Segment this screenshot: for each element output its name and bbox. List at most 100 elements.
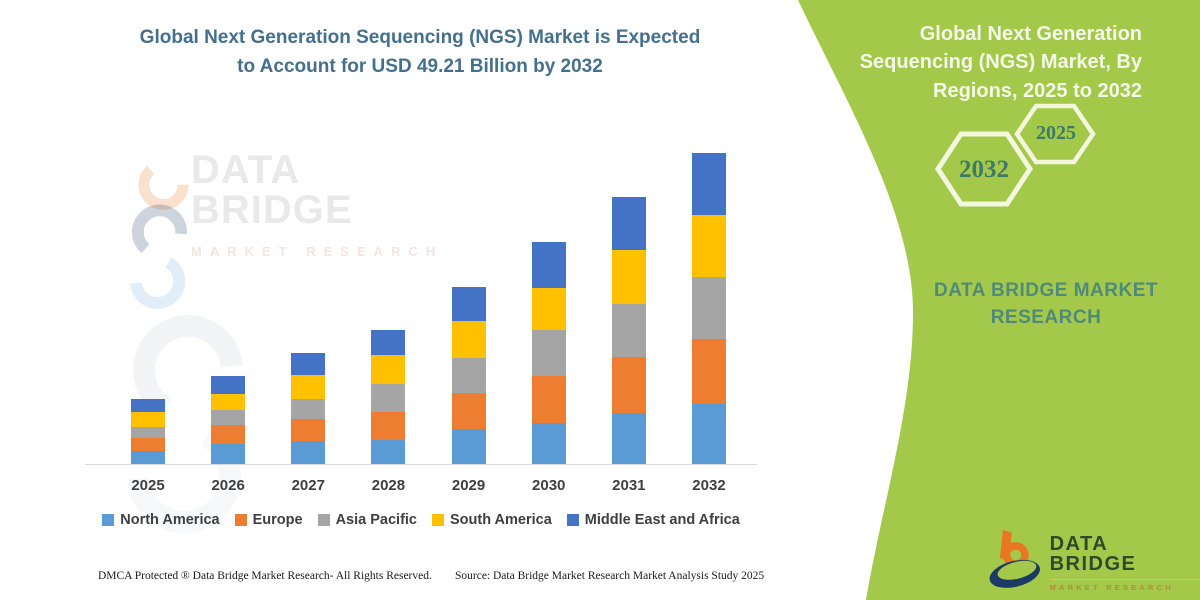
x-axis-line [85, 464, 757, 465]
bar-segment-south-america-2028 [371, 355, 406, 385]
legend-swatch-middle-east-and-africa [566, 514, 579, 526]
bar-segment-north-america-2026 [211, 444, 246, 464]
green-panel-background [798, 0, 1200, 600]
brand-text: DATA BRIDGE MARKET RESEARCH [934, 280, 1158, 328]
footer-dmca-text: DMCA Protected ® Data Bridge Market Rese… [98, 570, 432, 582]
legend-label-asia-pacific: Asia Pacific [335, 512, 417, 528]
bar-segment-south-america-2026 [211, 393, 246, 411]
bar-segment-europe-2026 [211, 425, 246, 445]
chart-title-line1: Global Next Generation Sequencing (NGS) … [139, 27, 701, 48]
logo-subtitle: MARKET RESEARCH [1049, 579, 1200, 592]
bar-2029 [451, 287, 486, 464]
chart-legend: North America Europe Asia Pacific South Ame… [85, 512, 757, 528]
bar-segment-north-america-2032 [691, 404, 726, 464]
bar-segment-north-america-2028 [371, 440, 406, 464]
legend-item-south-america: South America [432, 512, 552, 528]
footer-source-text: Source: Data Bridge Market Research Mark… [455, 570, 765, 582]
x-axis-label-cell-2029: 2029 [452, 477, 486, 495]
x-axis-label-2029: 2029 [451, 477, 486, 494]
x-axis-label-2031: 2031 [612, 477, 646, 494]
bar-2025 [131, 399, 165, 464]
panel-title: Global Next Generation Sequencing (NGS) … [859, 23, 1142, 102]
x-axis-label-cell-2030: 2030 [532, 477, 566, 495]
bar-segment-middle-east-and-africa-2027 [291, 353, 326, 375]
legend-label-middle-east-and-africa: Middle East and Africa [584, 512, 740, 528]
legend-item-asia-pacific: Asia Pacific [317, 512, 417, 528]
x-axis-label-cell-2025: 2025 [131, 477, 165, 495]
bar-segment-north-america-2025 [131, 451, 165, 464]
x-axis-label-2026: 2026 [211, 477, 245, 494]
bar-segment-north-america-2030 [531, 422, 566, 464]
bar-segment-asia-pacific-2031 [611, 303, 646, 358]
x-axis-label-2025: 2025 [131, 477, 165, 494]
bar-segment-asia-pacific-2025 [131, 426, 165, 438]
bar-segment-south-america-2025 [131, 412, 165, 427]
bar-segment-middle-east-and-africa-2030 [531, 242, 566, 289]
legend-item-north-america: North America [102, 512, 220, 528]
legend-swatch-asia-pacific [317, 514, 330, 526]
chart-title: Global Next Generation Sequencing (NGS) … [40, 24, 800, 81]
bar-segment-north-america-2031 [611, 412, 646, 464]
bar-2032 [691, 153, 726, 464]
logo-block: DATA BRIDGE MARKET RESEARCH [988, 528, 1200, 592]
legend-swatch-europe [234, 514, 247, 526]
legend-item-middle-east-and-africa: Middle East and Africa [566, 512, 740, 528]
chart-title-line2: to Account for USD 49.21 Billion by 2032 [237, 55, 603, 77]
bar-segment-middle-east-and-africa-2029 [451, 287, 486, 321]
x-axis-label-cell-2032: 2032 [692, 477, 726, 495]
bar-segment-south-america-2027 [291, 374, 326, 399]
bar-segment-europe-2027 [291, 419, 326, 441]
bar-segment-south-america-2032 [691, 214, 726, 278]
x-axis-label-2027: 2027 [291, 477, 325, 494]
bars-container [131, 153, 726, 464]
hexagon-2032-label: 2032 [959, 156, 1009, 183]
bar-segment-asia-pacific-2028 [371, 384, 406, 413]
bar-2026 [211, 375, 246, 464]
bar-segment-middle-east-and-africa-2032 [691, 153, 726, 215]
hexagon-2025-label: 2025 [1036, 122, 1076, 144]
bar-segment-europe-2030 [531, 376, 566, 423]
bar-segment-south-america-2031 [611, 250, 646, 304]
legend-item-europe: Europe [234, 512, 303, 528]
x-axis-label-cell-2026: 2026 [211, 477, 245, 495]
logo-name: DATA BRIDGE [1049, 533, 1137, 575]
bar-2031 [611, 196, 646, 464]
x-axis-label-cell-2028: 2028 [371, 477, 405, 495]
bar-segment-middle-east-and-africa-2031 [611, 196, 646, 251]
bar-2030 [531, 242, 566, 464]
x-axis-label-cell-2031: 2031 [612, 477, 646, 495]
bar-segment-middle-east-and-africa-2025 [131, 399, 165, 413]
bar-segment-asia-pacific-2027 [291, 398, 326, 420]
bar-segment-asia-pacific-2029 [451, 357, 486, 394]
legend-swatch-south-america [432, 514, 444, 526]
legend-label-europe: Europe [252, 512, 303, 528]
x-axis-labels: 2025 2026 2027 2028 2029 2030 2031 2032 [131, 477, 726, 495]
legend-label-north-america: North America [120, 512, 220, 528]
bar-segment-south-america-2030 [531, 288, 566, 331]
bar-segment-asia-pacific-2026 [211, 410, 246, 426]
chart-plot-area [85, 140, 757, 465]
bar-segment-europe-2031 [611, 357, 646, 413]
bar-segment-north-america-2029 [451, 429, 486, 464]
bar-segment-north-america-2027 [291, 440, 326, 464]
hexagon-2032 [935, 131, 1033, 207]
legend-swatch-north-america [102, 514, 115, 526]
bar-segment-europe-2029 [451, 393, 486, 430]
x-axis-label-2032: 2032 [692, 477, 726, 494]
bar-segment-asia-pacific-2032 [691, 277, 726, 339]
bar-segment-europe-2032 [691, 338, 726, 404]
bar-segment-europe-2028 [371, 412, 406, 440]
bar-segment-asia-pacific-2030 [531, 330, 566, 377]
bar-segment-south-america-2029 [451, 320, 486, 358]
x-axis-label-cell-2027: 2027 [291, 477, 325, 495]
x-axis-label-2030: 2030 [532, 477, 566, 494]
x-axis-label-2028: 2028 [371, 477, 406, 494]
data-bridge-logo-icon [989, 530, 1040, 588]
hexagon-2025 [1014, 103, 1096, 165]
bar-segment-europe-2025 [131, 437, 165, 452]
bar-2028 [371, 330, 406, 464]
bar-2027 [291, 353, 326, 464]
legend-label-south-america: South America [450, 512, 552, 528]
bar-segment-middle-east-and-africa-2028 [371, 330, 406, 356]
